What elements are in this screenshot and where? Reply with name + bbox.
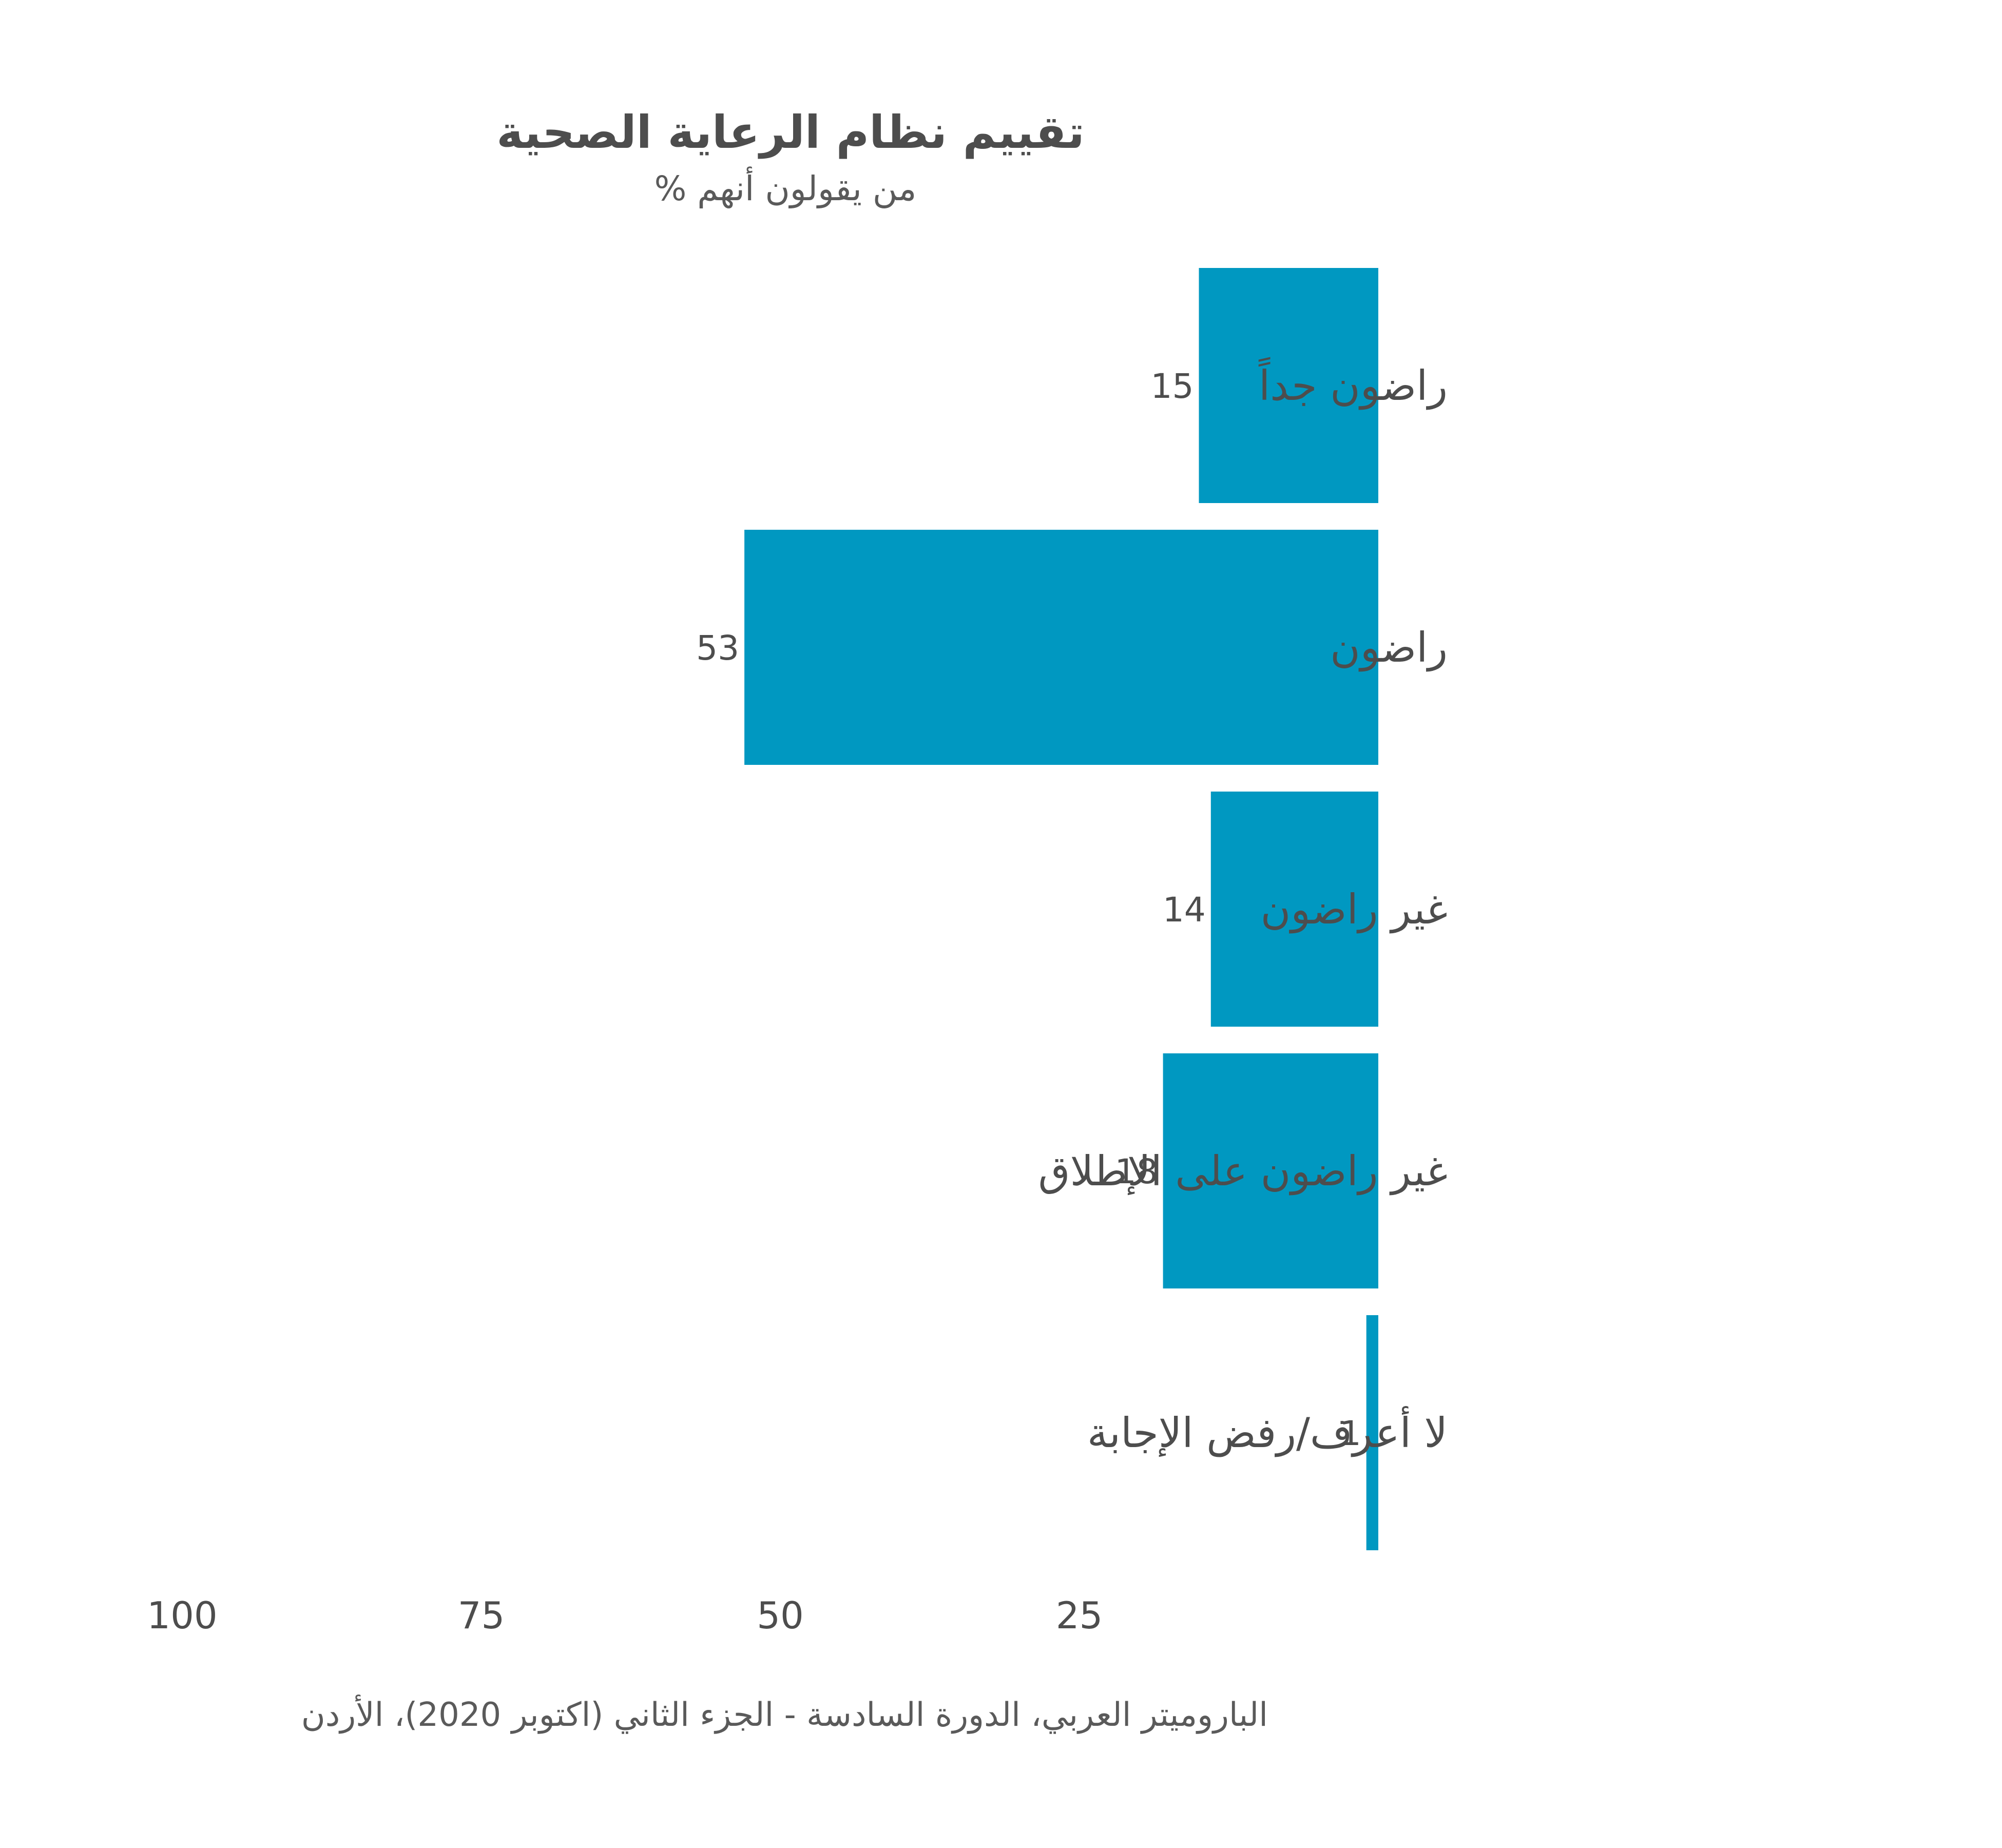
bar-1 <box>744 530 1378 765</box>
category-label-0: راضون جداً <box>1258 356 1448 410</box>
tick-label-2: 50 <box>757 1594 804 1637</box>
category-label-2: غير راضون <box>1261 886 1448 934</box>
bar-4 <box>1366 1315 1378 1550</box>
source-note: الباروميتر العربي، الدورة السادسة - الجز… <box>301 1694 1268 1734</box>
value-label-3: 18 <box>1115 1152 1158 1191</box>
tick-label-1: 75 <box>458 1594 505 1637</box>
category-label-3: غير راضون على الإطلاق <box>1038 1147 1448 1196</box>
value-label-4: 1 <box>1340 1414 1361 1453</box>
bar-3 <box>1163 1053 1378 1288</box>
bar-2 <box>1210 792 1378 1027</box>
tick-label-0: 100 <box>147 1594 217 1637</box>
value-label-1: 53 <box>696 628 739 668</box>
chart-title: تقييم نظام الرعاية الصحية <box>496 106 1085 159</box>
value-label-0: 15 <box>1151 367 1194 406</box>
category-label-4: لا أعرف/رفض الإجابة <box>1087 1406 1448 1457</box>
bar-0 <box>1199 268 1378 503</box>
axis-ticks: 100 75 50 25 <box>147 1594 1103 1637</box>
chart-subtitle: % من يقولون أنهم <box>654 166 917 208</box>
value-label-2: 14 <box>1163 890 1206 930</box>
tick-label-3: 25 <box>1056 1594 1103 1637</box>
category-label-1: راضون <box>1330 624 1448 672</box>
